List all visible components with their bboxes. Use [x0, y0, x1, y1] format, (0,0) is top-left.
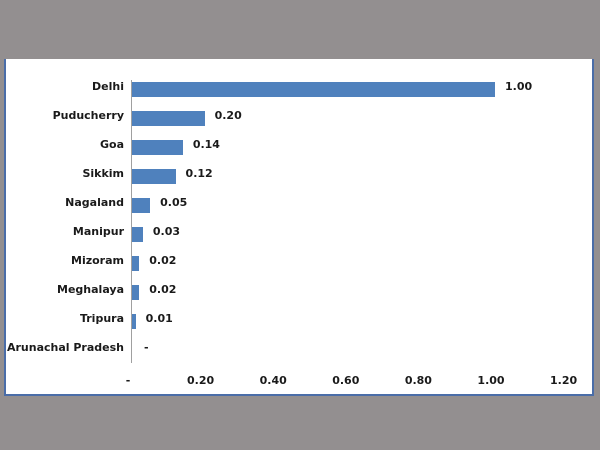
category-label: Meghalaya [57, 283, 124, 296]
chart-panel: Delhi 1.00 Puducherry 0.20 Goa 0.14 Sikkim 0.12… [4, 59, 594, 396]
data-label: 0.05 [160, 196, 188, 209]
bar-row: Puducherry 0.20 [6, 103, 592, 132]
category-label: Goa [99, 138, 124, 151]
category-label: Delhi [92, 80, 124, 93]
data-label: 1.00 [505, 80, 533, 93]
category-label: Tripura [79, 312, 124, 325]
bar-row: Nagaland 0.05 [6, 190, 592, 219]
data-bar [132, 227, 143, 242]
bar-row: Goa 0.14 [6, 132, 592, 161]
data-label: 0.14 [192, 138, 220, 151]
bar-row: Meghalaya 0.02 [6, 277, 592, 306]
x-axis-tick-label: - [125, 374, 131, 387]
data-bar [132, 285, 140, 300]
category-label: Mizoram [71, 254, 124, 267]
bar-row: Arunachal Pradesh - [6, 335, 592, 364]
data-bar [132, 111, 205, 126]
bar-row: Delhi 1.00 [6, 74, 592, 103]
data-bar [132, 140, 183, 155]
data-label: 0.20 [214, 109, 242, 122]
data-bar [132, 82, 495, 97]
x-axis-tick-label: 1.20 [550, 374, 578, 387]
data-bar [132, 314, 136, 329]
data-label: - [144, 341, 149, 354]
x-axis-tick-label: 0.60 [332, 374, 360, 387]
data-label: 0.12 [185, 167, 213, 180]
category-label: Nagaland [65, 196, 124, 209]
bar-row: Manipur 0.03 [6, 219, 592, 248]
data-label: 0.03 [152, 225, 181, 238]
data-bar [132, 256, 140, 271]
category-label: Sikkim [82, 167, 124, 180]
data-label: 0.01 [145, 312, 173, 325]
bar-row: Mizoram 0.02 [6, 248, 592, 277]
data-label: 0.02 [149, 254, 177, 267]
data-label: 0.02 [149, 283, 177, 296]
x-axis-tick-label: 0.20 [187, 374, 215, 387]
data-bar [132, 198, 151, 213]
x-axis-tick-label: 0.40 [259, 374, 287, 387]
x-axis-tick-label: 0.80 [404, 374, 432, 387]
category-label: Arunachal Pradesh [6, 341, 124, 354]
data-bar [132, 169, 176, 184]
x-axis-tick-label: 1.00 [477, 374, 505, 387]
category-axis-line [131, 80, 132, 363]
bar-row: Sikkim 0.12 [6, 161, 592, 190]
category-label: Puducherry [52, 109, 124, 122]
category-label: Manipur [72, 225, 124, 238]
bar-row: Tripura 0.01 [6, 306, 592, 335]
